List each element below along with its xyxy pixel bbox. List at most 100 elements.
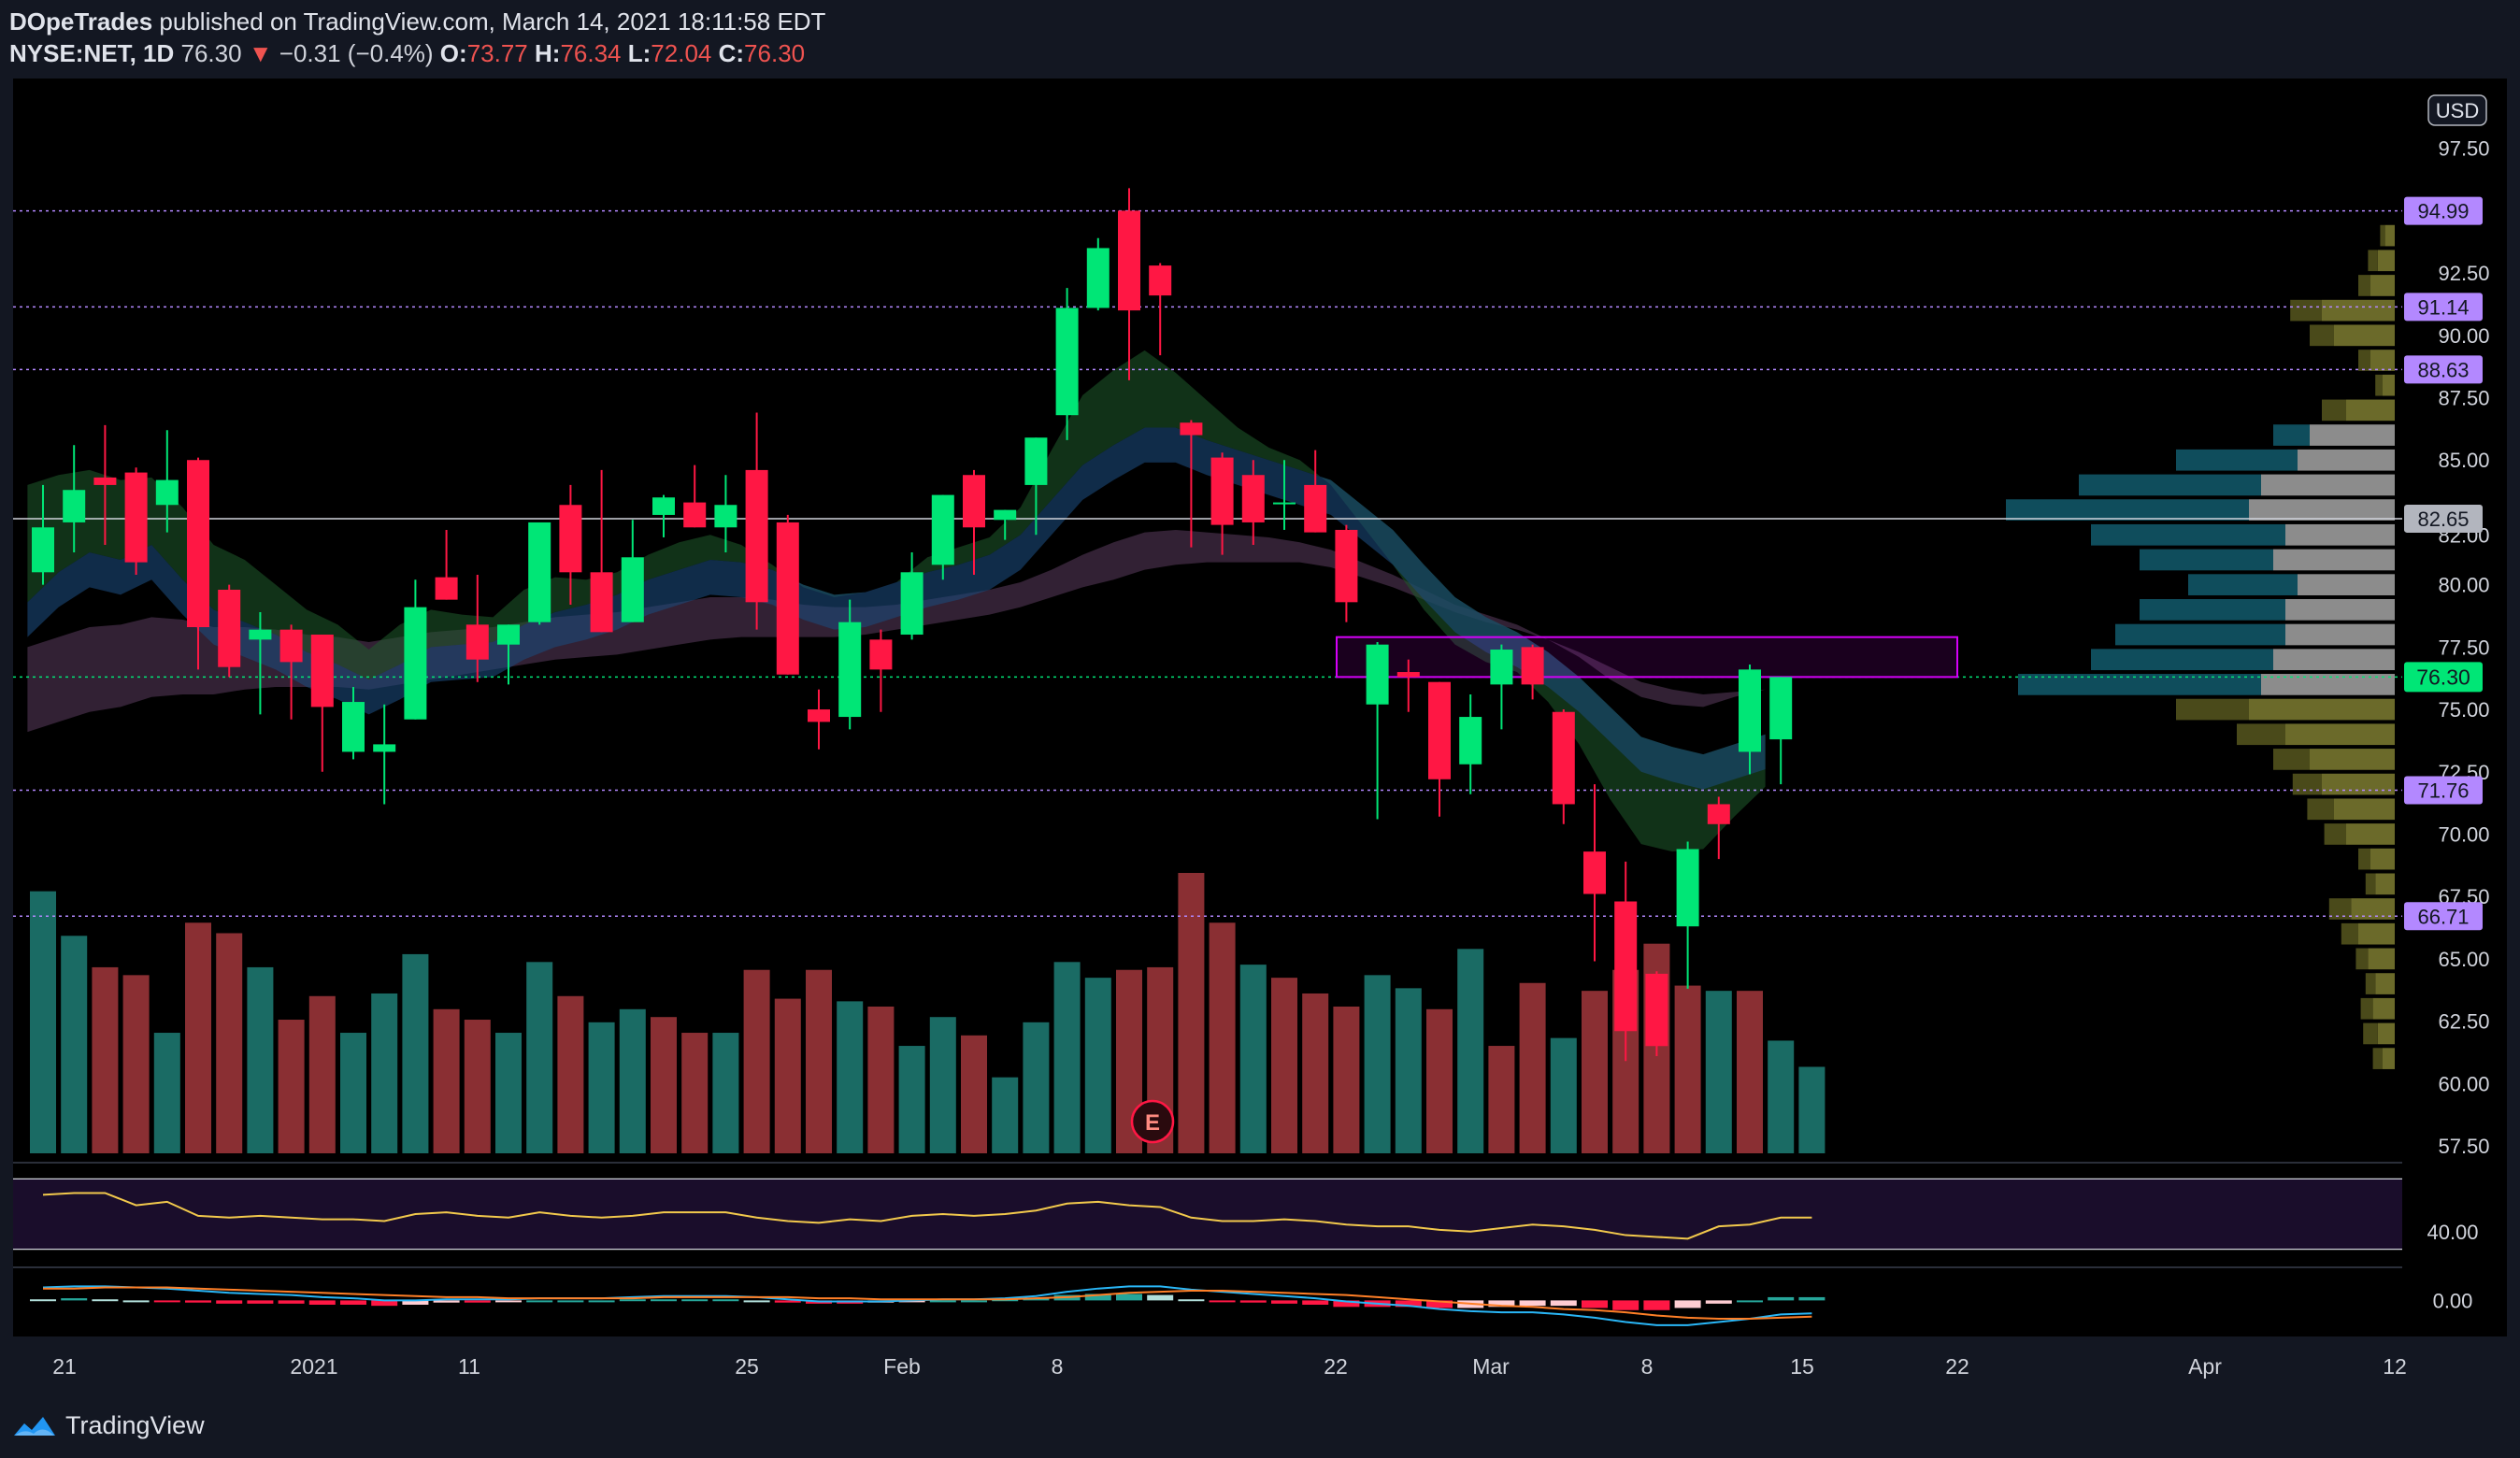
candle[interactable] bbox=[373, 704, 396, 805]
profile-row-up bbox=[2307, 798, 2334, 821]
candle[interactable] bbox=[1769, 677, 1793, 785]
candle[interactable] bbox=[621, 520, 644, 622]
candle[interactable] bbox=[1055, 288, 1079, 440]
candle[interactable] bbox=[1180, 420, 1203, 548]
price-level-badge[interactable]: 82.65 bbox=[2404, 504, 2483, 533]
price-level-badge[interactable]: 94.99 bbox=[2404, 196, 2483, 225]
candle[interactable] bbox=[218, 584, 241, 678]
volume-bar bbox=[92, 966, 119, 1153]
macd-histogram-bar bbox=[588, 1300, 615, 1303]
candle[interactable] bbox=[1739, 665, 1761, 775]
currency-badge[interactable]: USD bbox=[2427, 94, 2487, 126]
earnings-circle-icon[interactable] bbox=[1130, 1099, 1175, 1144]
candle[interactable] bbox=[63, 445, 86, 552]
candle[interactable] bbox=[465, 574, 489, 682]
profile-row-down bbox=[2375, 873, 2395, 895]
candle[interactable] bbox=[435, 529, 458, 600]
chart-canvas[interactable]: E 97.5092.5090.0087.5085.0082.0080.0077.… bbox=[13, 79, 2507, 1389]
candle[interactable] bbox=[1521, 644, 1544, 700]
candle[interactable] bbox=[32, 484, 54, 585]
time-axis[interactable]: 21 2021 11 25 Feb 8 22 Mar 8 15 22 Apr 12 bbox=[13, 1336, 2507, 1389]
macd-histogram-bar bbox=[371, 1300, 398, 1307]
price-level-badge-box bbox=[2404, 196, 2483, 225]
candle[interactable] bbox=[1614, 861, 1638, 1062]
candle[interactable] bbox=[342, 687, 365, 760]
candle[interactable] bbox=[590, 469, 613, 633]
candle[interactable] bbox=[869, 629, 893, 712]
candle[interactable] bbox=[1086, 237, 1110, 311]
candle[interactable] bbox=[1149, 263, 1172, 356]
candle[interactable] bbox=[1552, 709, 1575, 824]
profile-row-down bbox=[2384, 224, 2395, 247]
candle[interactable] bbox=[1428, 681, 1451, 817]
candle[interactable] bbox=[1583, 784, 1606, 962]
candle[interactable] bbox=[1304, 450, 1327, 533]
profile-row-up bbox=[2091, 523, 2285, 546]
symbol-label[interactable]: NYSE:NET, 1D bbox=[9, 39, 175, 67]
candle[interactable] bbox=[1707, 796, 1730, 860]
chart-header: DOpeTrades published on TradingView.com,… bbox=[9, 6, 2505, 71]
author-name[interactable]: DOpeTrades bbox=[9, 7, 153, 36]
candle[interactable] bbox=[1676, 841, 1699, 989]
candle[interactable] bbox=[187, 457, 209, 670]
candle[interactable] bbox=[1396, 659, 1420, 712]
candle-body bbox=[93, 477, 117, 485]
price-tick-label: 92.50 bbox=[2438, 262, 2489, 285]
price-tick-label: 75.00 bbox=[2438, 698, 2489, 722]
price-level-badge[interactable]: 71.76 bbox=[2404, 776, 2483, 805]
candle[interactable] bbox=[279, 624, 303, 720]
price-axis[interactable]: 97.5092.5090.0087.5085.0082.0080.0077.50… bbox=[2404, 137, 2490, 1313]
earnings-marker[interactable]: E bbox=[1130, 1099, 1175, 1144]
tradingview-logo-icon[interactable] bbox=[11, 1411, 58, 1439]
profile-row-down bbox=[2261, 474, 2395, 496]
candle[interactable] bbox=[124, 467, 148, 575]
profile-row-up bbox=[2292, 773, 2322, 795]
volume-bar bbox=[1053, 962, 1081, 1153]
candle[interactable] bbox=[497, 624, 520, 685]
candle[interactable] bbox=[1490, 644, 1513, 730]
candle[interactable] bbox=[714, 475, 737, 552]
candle[interactable] bbox=[963, 469, 985, 575]
candle[interactable] bbox=[1366, 642, 1389, 820]
candle[interactable] bbox=[1210, 452, 1234, 555]
last-price-badge[interactable]: 76.30 bbox=[2404, 662, 2483, 693]
profile-row-up bbox=[2328, 898, 2352, 920]
candle[interactable] bbox=[745, 412, 768, 630]
price-tick-label: 57.50 bbox=[2438, 1135, 2489, 1158]
candle[interactable] bbox=[1024, 437, 1048, 536]
candle[interactable] bbox=[404, 579, 427, 720]
candle[interactable] bbox=[994, 509, 1017, 540]
candle[interactable] bbox=[652, 494, 675, 537]
footer-brand[interactable]: TradingView bbox=[65, 1410, 205, 1439]
candle-body bbox=[1614, 901, 1638, 1032]
candle[interactable] bbox=[1273, 460, 1296, 530]
candle[interactable] bbox=[1645, 971, 1668, 1056]
candle[interactable] bbox=[838, 599, 862, 730]
candle[interactable] bbox=[93, 424, 117, 545]
candle[interactable] bbox=[1118, 188, 1140, 380]
candle[interactable] bbox=[776, 514, 799, 675]
candle[interactable] bbox=[249, 611, 272, 715]
candle[interactable] bbox=[808, 689, 830, 750]
price-level-badge-box bbox=[2404, 355, 2483, 384]
candle[interactable] bbox=[155, 430, 179, 533]
zone-rectangle[interactable] bbox=[1336, 636, 1958, 679]
volume-bar bbox=[1395, 988, 1422, 1153]
candle[interactable] bbox=[931, 494, 954, 580]
candle[interactable] bbox=[559, 484, 582, 605]
candle[interactable] bbox=[1335, 524, 1358, 622]
profile-row-down bbox=[2298, 449, 2395, 471]
price-level-badge[interactable]: 66.71 bbox=[2404, 902, 2483, 931]
candle[interactable] bbox=[900, 551, 924, 640]
rsi-tick-label: 40.00 bbox=[2427, 1221, 2478, 1244]
candle-body bbox=[1024, 437, 1048, 485]
candle[interactable] bbox=[528, 522, 551, 625]
candle[interactable] bbox=[1241, 460, 1265, 545]
price-level-badge[interactable]: 88.63 bbox=[2404, 355, 2483, 384]
price-level-badge[interactable]: 91.14 bbox=[2404, 293, 2483, 322]
candle[interactable] bbox=[683, 465, 707, 528]
candle[interactable] bbox=[1459, 694, 1482, 794]
candles[interactable] bbox=[32, 188, 1793, 1062]
candle-body bbox=[745, 469, 768, 603]
candle[interactable] bbox=[310, 635, 334, 772]
